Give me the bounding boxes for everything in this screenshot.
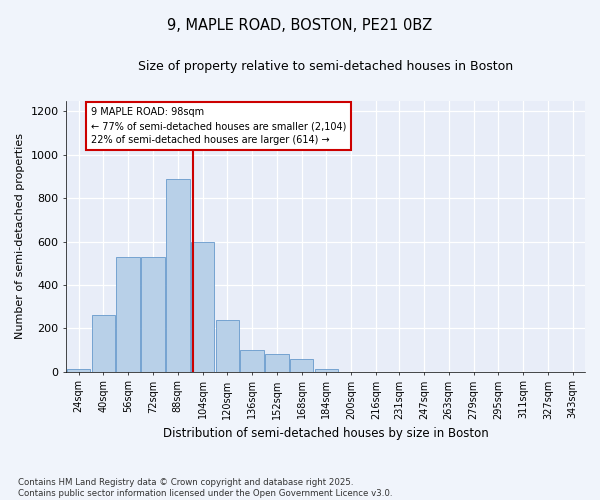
Text: 9 MAPLE ROAD: 98sqm
← 77% of semi-detached houses are smaller (2,104)
22% of sem: 9 MAPLE ROAD: 98sqm ← 77% of semi-detach… xyxy=(91,107,346,145)
Bar xyxy=(241,350,264,372)
Bar xyxy=(141,256,165,372)
Bar xyxy=(290,358,313,372)
Bar xyxy=(67,370,91,372)
Title: Size of property relative to semi-detached houses in Boston: Size of property relative to semi-detach… xyxy=(138,60,513,73)
Text: Contains HM Land Registry data © Crown copyright and database right 2025.
Contai: Contains HM Land Registry data © Crown c… xyxy=(18,478,392,498)
Bar xyxy=(191,242,214,372)
Bar xyxy=(265,354,289,372)
Text: 9, MAPLE ROAD, BOSTON, PE21 0BZ: 9, MAPLE ROAD, BOSTON, PE21 0BZ xyxy=(167,18,433,32)
Y-axis label: Number of semi-detached properties: Number of semi-detached properties xyxy=(15,133,25,339)
Bar xyxy=(166,178,190,372)
Bar xyxy=(92,316,115,372)
Bar xyxy=(215,320,239,372)
Bar xyxy=(314,370,338,372)
X-axis label: Distribution of semi-detached houses by size in Boston: Distribution of semi-detached houses by … xyxy=(163,427,488,440)
Bar xyxy=(116,256,140,372)
